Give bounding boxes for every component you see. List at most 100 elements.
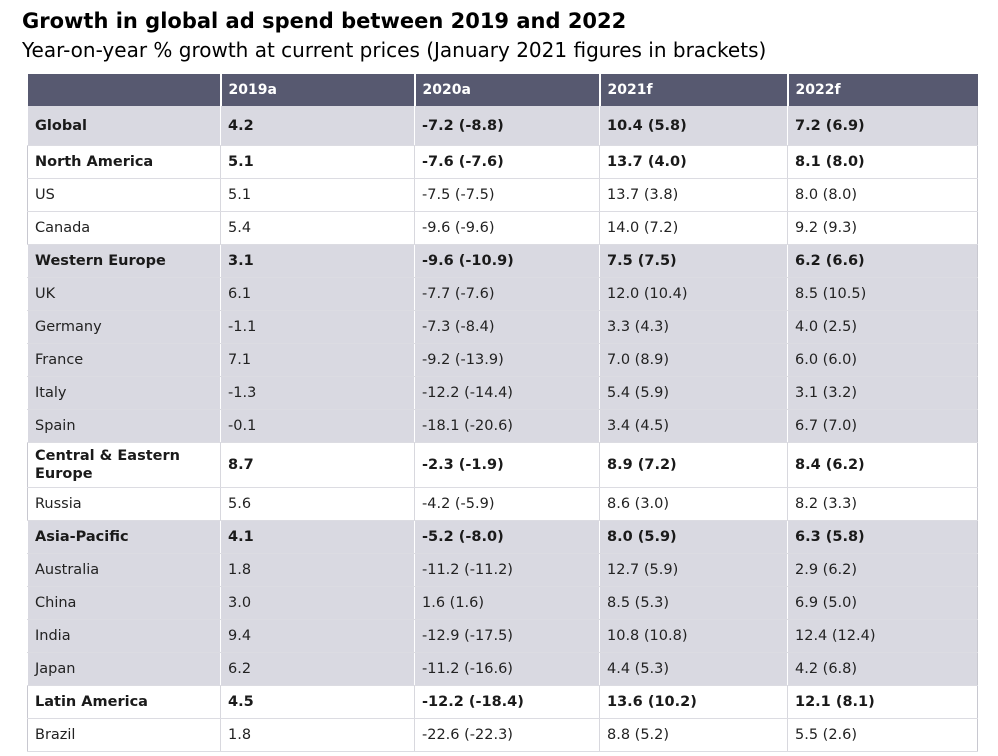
value-cell-2022f: 8.5 (10.5) xyxy=(787,277,978,311)
value-cell-2020a: -9.2 (-13.9) xyxy=(414,343,600,377)
value-cell-2020a: -12.2 (-14.4) xyxy=(414,376,600,410)
header-cell-label xyxy=(27,74,221,106)
value-cell-2020a: -7.5 (-7.5) xyxy=(414,178,600,212)
value-cell-2022f: 6.0 (6.0) xyxy=(787,343,978,377)
value-cell-2021f: 7.5 (7.5) xyxy=(599,244,788,278)
table-row: Russia 5.6 -4.2 (-5.9) 8.6 (3.0) 8.2 (3.3) xyxy=(27,487,978,521)
table-row: Western Europe 3.1 -9.6 (-10.9) 7.5 (7.5) 6.… xyxy=(27,244,978,278)
value-cell-2021f: 3.4 (4.5) xyxy=(599,409,788,443)
chart-subtitle: Year-on-year % growth at current prices … xyxy=(22,38,767,62)
table-row: France 7.1 -9.2 (-13.9) 7.0 (8.9) 6.0 (6.0) xyxy=(27,343,978,377)
value-cell-2022f: 8.0 (8.0) xyxy=(787,178,978,212)
value-cell-2020a: -9.6 (-10.9) xyxy=(414,244,600,278)
value-cell-2019a: 1.8 xyxy=(220,718,415,752)
row-label-cell: Japan xyxy=(27,652,221,686)
table-row: Italy -1.3 -12.2 (-14.4) 5.4 (5.9) 3.1 (3.2) xyxy=(27,376,978,410)
value-cell-2019a: 6.1 xyxy=(220,277,415,311)
value-cell-2022f: 8.1 (8.0) xyxy=(787,145,978,179)
value-cell-2021f: 8.9 (7.2) xyxy=(599,442,788,488)
value-cell-2022f: 9.2 (9.3) xyxy=(787,211,978,245)
table-row: Canada 5.4 -9.6 (-9.6) 14.0 (7.2) 9.2 (9.3) xyxy=(27,211,978,245)
row-label-cell: India xyxy=(27,619,221,653)
value-cell-2022f: 6.3 (5.8) xyxy=(787,520,978,554)
value-cell-2019a: 8.7 xyxy=(220,442,415,488)
table-row: Latin America 4.5 -12.2 (-18.4) 13.6 (10.2)… xyxy=(27,685,978,719)
row-label-cell: Central & Eastern Europe xyxy=(27,442,221,488)
value-cell-2022f: 7.2 (6.9) xyxy=(787,106,978,146)
value-cell-2022f: 12.4 (12.4) xyxy=(787,619,978,653)
chart-title: Growth in global ad spend between 2019 a… xyxy=(22,9,627,33)
value-cell-2019a: 5.1 xyxy=(220,178,415,212)
header-cell-2022f: 2022f xyxy=(786,74,978,106)
value-cell-2019a: 7.1 xyxy=(220,343,415,377)
value-cell-2019a: 5.4 xyxy=(220,211,415,245)
value-cell-2020a: 1.6 (1.6) xyxy=(414,586,600,620)
value-cell-2021f: 8.5 (5.3) xyxy=(599,586,788,620)
table-row: Japan 6.2 -11.2 (-16.6) 4.4 (5.3) 4.2 (6.8) xyxy=(27,652,978,686)
value-cell-2020a: -9.6 (-9.6) xyxy=(414,211,600,245)
value-cell-2020a: -11.2 (-16.6) xyxy=(414,652,600,686)
row-label-cell: North America xyxy=(27,145,221,179)
value-cell-2019a: -1.3 xyxy=(220,376,415,410)
value-cell-2021f: 8.0 (5.9) xyxy=(599,520,788,554)
value-cell-2022f: 2.9 (6.2) xyxy=(787,553,978,587)
value-cell-2021f: 13.7 (3.8) xyxy=(599,178,788,212)
value-cell-2022f: 5.5 (2.6) xyxy=(787,718,978,752)
value-cell-2021f: 8.8 (5.2) xyxy=(599,718,788,752)
row-label-cell: Canada xyxy=(27,211,221,245)
row-label-cell: Italy xyxy=(27,376,221,410)
value-cell-2021f: 3.3 (4.3) xyxy=(599,310,788,344)
value-cell-2019a: -0.1 xyxy=(220,409,415,443)
value-cell-2022f: 12.1 (8.1) xyxy=(787,685,978,719)
value-cell-2021f: 10.4 (5.8) xyxy=(599,106,788,146)
value-cell-2021f: 8.6 (3.0) xyxy=(599,487,788,521)
value-cell-2021f: 4.4 (5.3) xyxy=(599,652,788,686)
value-cell-2019a: 4.2 xyxy=(220,106,415,146)
value-cell-2019a: 6.2 xyxy=(220,652,415,686)
table-row: China 3.0 1.6 (1.6) 8.5 (5.3) 6.9 (5.0) xyxy=(27,586,978,620)
ad-spend-table: 2019a 2020a 2021f 2022f Global 4.2 -7.2 (-… xyxy=(27,74,978,752)
value-cell-2020a: -5.2 (-8.0) xyxy=(414,520,600,554)
table-body: Global 4.2 -7.2 (-8.8) 10.4 (5.8) 7.2 (6.9) N… xyxy=(27,106,978,752)
table-row: Spain -0.1 -18.1 (-20.6) 3.4 (4.5) 6.7 (7.0) xyxy=(27,409,978,443)
table-row: North America 5.1 -7.6 (-7.6) 13.7 (4.0) 8.1… xyxy=(27,145,978,179)
row-label-cell: US xyxy=(27,178,221,212)
value-cell-2019a: 4.5 xyxy=(220,685,415,719)
row-label-cell: Global xyxy=(27,106,221,146)
value-cell-2020a: -12.2 (-18.4) xyxy=(414,685,600,719)
value-cell-2022f: 4.2 (6.8) xyxy=(787,652,978,686)
table-row: Brazil 1.8 -22.6 (-22.3) 8.8 (5.2) 5.5 (2.6) xyxy=(27,718,978,752)
value-cell-2019a: 9.4 xyxy=(220,619,415,653)
value-cell-2019a: 5.6 xyxy=(220,487,415,521)
table-row: US 5.1 -7.5 (-7.5) 13.7 (3.8) 8.0 (8.0) xyxy=(27,178,978,212)
header-row: 2019a 2020a 2021f 2022f xyxy=(27,74,978,106)
row-label-cell: Latin America xyxy=(27,685,221,719)
value-cell-2021f: 7.0 (8.9) xyxy=(599,343,788,377)
value-cell-2019a: 3.0 xyxy=(220,586,415,620)
header-cell-2019a: 2019a xyxy=(219,74,415,106)
value-cell-2021f: 10.8 (10.8) xyxy=(599,619,788,653)
value-cell-2020a: -18.1 (-20.6) xyxy=(414,409,600,443)
table-row: UK 6.1 -7.7 (-7.6) 12.0 (10.4) 8.5 (10.5) xyxy=(27,277,978,311)
value-cell-2020a: -7.6 (-7.6) xyxy=(414,145,600,179)
value-cell-2020a: -2.3 (-1.9) xyxy=(414,442,600,488)
header-cell-2020a: 2020a xyxy=(413,74,600,106)
value-cell-2022f: 6.9 (5.0) xyxy=(787,586,978,620)
value-cell-2022f: 8.4 (6.2) xyxy=(787,442,978,488)
value-cell-2021f: 12.0 (10.4) xyxy=(599,277,788,311)
value-cell-2020a: -4.2 (-5.9) xyxy=(414,487,600,521)
value-cell-2019a: 5.1 xyxy=(220,145,415,179)
table-row: India 9.4 -12.9 (-17.5) 10.8 (10.8) 12.4 (12… xyxy=(27,619,978,653)
value-cell-2022f: 8.2 (3.3) xyxy=(787,487,978,521)
row-label-cell: Brazil xyxy=(27,718,221,752)
value-cell-2022f: 3.1 (3.2) xyxy=(787,376,978,410)
row-label-cell: Asia-Pacific xyxy=(27,520,221,554)
row-label-cell: China xyxy=(27,586,221,620)
value-cell-2021f: 12.7 (5.9) xyxy=(599,553,788,587)
value-cell-2022f: 6.2 (6.6) xyxy=(787,244,978,278)
value-cell-2020a: -22.6 (-22.3) xyxy=(414,718,600,752)
value-cell-2020a: -11.2 (-11.2) xyxy=(414,553,600,587)
value-cell-2022f: 6.7 (7.0) xyxy=(787,409,978,443)
value-cell-2020a: -7.7 (-7.6) xyxy=(414,277,600,311)
header-cell-2021f: 2021f xyxy=(598,74,788,106)
